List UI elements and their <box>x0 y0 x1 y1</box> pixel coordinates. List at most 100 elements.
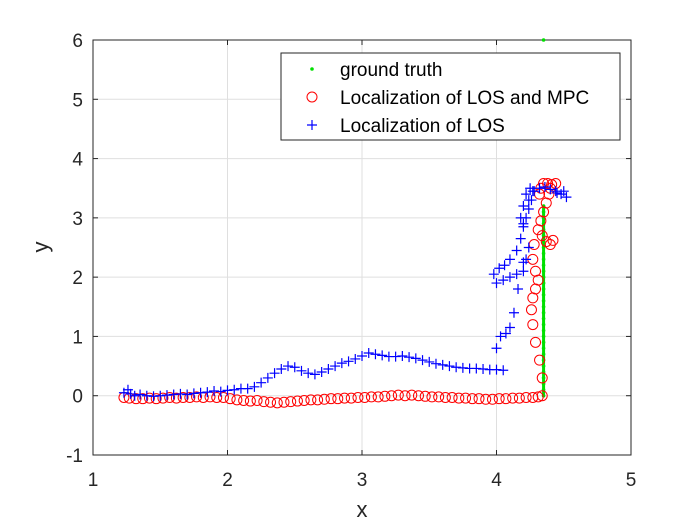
data-point <box>532 391 544 403</box>
data-point <box>318 393 330 405</box>
data-point <box>491 343 502 354</box>
data-point <box>541 310 546 315</box>
legend-marker-los <box>307 120 317 130</box>
data-point <box>513 392 525 404</box>
data-point <box>424 356 435 367</box>
data-point <box>541 316 546 321</box>
data-point <box>242 383 253 394</box>
data-point <box>541 322 546 327</box>
legend-marker-symbol <box>306 91 318 103</box>
data-point <box>527 319 539 331</box>
legend-marker-symbol <box>307 120 317 130</box>
data-point <box>352 391 364 403</box>
data-point <box>399 390 411 402</box>
data-point <box>507 392 519 404</box>
data-point <box>518 257 529 268</box>
data-point <box>129 390 140 401</box>
data-point <box>325 393 337 405</box>
data-point <box>561 192 572 203</box>
data-point <box>513 284 524 294</box>
data-point <box>433 391 445 403</box>
y-tick-label: 5 <box>72 90 83 111</box>
data-point <box>164 391 176 403</box>
data-point <box>523 195 534 206</box>
data-point <box>541 210 546 214</box>
data-point <box>518 266 529 277</box>
y-tick-label: 6 <box>72 31 83 52</box>
data-point <box>339 392 351 404</box>
data-point <box>135 389 146 400</box>
data-point <box>541 38 546 42</box>
data-point <box>184 391 196 403</box>
axis-ticks: 1 2 3 4 5 -1 0 1 2 3 4 5 6 <box>66 31 636 491</box>
data-point <box>541 257 546 262</box>
data-point <box>224 393 236 405</box>
data-point <box>397 350 408 361</box>
data-point <box>345 392 357 404</box>
data-point <box>291 395 303 407</box>
data-point <box>211 391 223 403</box>
x-tick-label: 4 <box>491 470 502 491</box>
y-tick-label: 1 <box>72 327 83 348</box>
data-point <box>137 393 149 405</box>
data-point <box>515 233 526 244</box>
data-point <box>488 269 499 280</box>
data-point <box>296 365 307 376</box>
data-point <box>265 396 277 408</box>
data-point <box>170 392 182 404</box>
data-point <box>386 390 398 402</box>
data-point <box>303 368 314 379</box>
data-point <box>541 334 546 339</box>
data-point <box>256 377 267 388</box>
data-point <box>473 393 485 405</box>
y-tick-label: 2 <box>72 268 83 289</box>
y-tick-label: -1 <box>66 446 83 467</box>
y-tick-label: 4 <box>72 150 83 171</box>
data-point <box>312 394 324 406</box>
data-point <box>460 392 472 404</box>
data-point <box>499 260 510 271</box>
data-point <box>541 287 546 291</box>
data-point <box>500 393 512 405</box>
data-point <box>504 322 515 333</box>
data-point <box>541 269 546 274</box>
data-series <box>118 38 572 409</box>
data-point <box>498 365 509 376</box>
data-point <box>150 393 162 405</box>
data-point <box>518 201 529 211</box>
data-point <box>285 396 297 408</box>
data-point <box>518 218 529 229</box>
data-point <box>191 391 203 403</box>
data-point <box>515 212 526 223</box>
data-point <box>229 384 240 395</box>
data-point <box>350 353 361 364</box>
series-2 <box>118 182 572 402</box>
data-point <box>404 352 415 363</box>
data-point <box>122 384 133 395</box>
data-point <box>125 388 136 399</box>
data-point <box>466 393 478 405</box>
data-point <box>495 331 506 342</box>
data-point <box>305 394 317 406</box>
data-point <box>541 299 546 303</box>
legend-label-los: Localization of LOS <box>340 116 505 137</box>
data-point <box>558 186 569 197</box>
data-point <box>552 187 563 198</box>
data-point <box>486 393 498 405</box>
y-tick-label: 3 <box>72 209 83 230</box>
data-point <box>365 391 377 403</box>
data-point <box>511 245 522 256</box>
data-point <box>289 362 300 373</box>
data-point <box>392 389 404 401</box>
data-point <box>536 372 548 384</box>
data-point <box>541 376 546 380</box>
data-point <box>446 391 458 403</box>
data-point <box>323 364 334 375</box>
data-point <box>157 392 169 404</box>
data-point <box>545 184 556 195</box>
data-point <box>480 393 492 405</box>
data-point <box>534 354 546 366</box>
data-point <box>238 394 250 406</box>
x-tick-label: 3 <box>357 470 368 491</box>
data-point <box>215 386 226 397</box>
